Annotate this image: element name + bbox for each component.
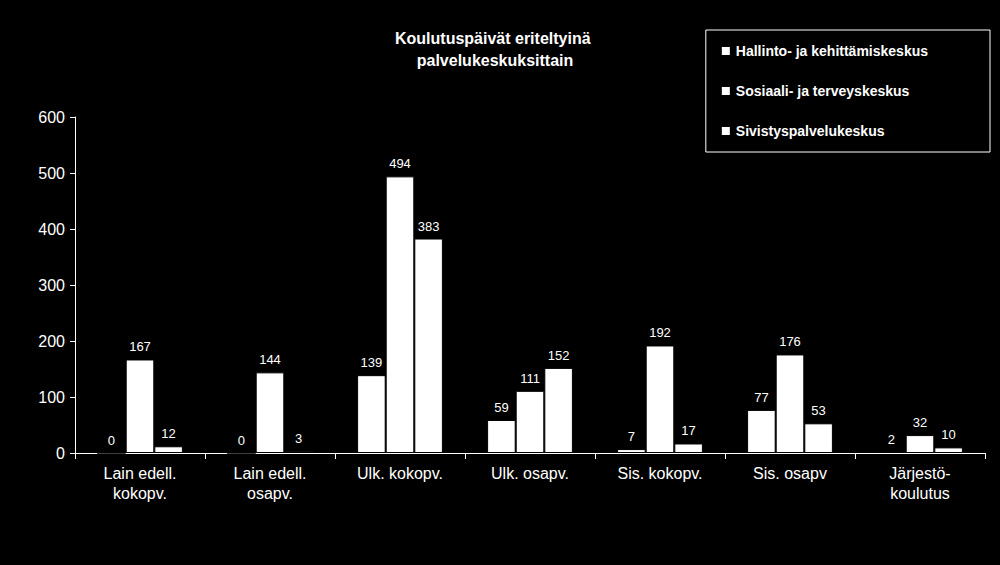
svg-text:77: 77	[754, 390, 768, 405]
svg-text:400: 400	[38, 221, 65, 238]
svg-text:kokopv.: kokopv.	[113, 485, 167, 502]
svg-text:Ulk. osapv.: Ulk. osapv.	[491, 465, 569, 482]
svg-text:7: 7	[628, 429, 635, 444]
svg-text:300: 300	[38, 277, 65, 294]
svg-text:100: 100	[38, 389, 65, 406]
svg-text:200: 200	[38, 333, 65, 350]
svg-text:Sosiaali- ja terveyskeskus: Sosiaali- ja terveyskeskus	[736, 83, 910, 99]
svg-text:0: 0	[56, 445, 65, 462]
svg-text:Sivistyspalvelukeskus: Sivistyspalvelukeskus	[736, 123, 885, 139]
svg-text:59: 59	[494, 400, 508, 415]
svg-text:3: 3	[295, 431, 302, 446]
svg-text:152: 152	[548, 348, 570, 363]
svg-text:167: 167	[129, 339, 151, 354]
svg-text:Lain edell.: Lain edell.	[104, 465, 177, 482]
svg-text:144: 144	[259, 352, 281, 367]
svg-text:139: 139	[361, 355, 383, 370]
svg-text:600: 600	[38, 109, 65, 126]
svg-text:111: 111	[520, 371, 540, 386]
svg-text:Sis. osapv: Sis. osapv	[753, 465, 827, 482]
svg-text:0: 0	[108, 433, 115, 448]
svg-text:osapv.: osapv.	[247, 485, 293, 502]
svg-text:Lain edell.: Lain edell.	[234, 465, 307, 482]
svg-text:494: 494	[389, 156, 411, 171]
svg-text:Järjestö-: Järjestö-	[889, 465, 950, 482]
svg-text:500: 500	[38, 165, 65, 182]
svg-text:koulutus: koulutus	[890, 485, 950, 502]
svg-text:12: 12	[161, 426, 175, 441]
svg-text:0: 0	[238, 433, 245, 448]
svg-text:53: 53	[811, 403, 825, 418]
svg-text:10: 10	[941, 427, 955, 442]
svg-text:176: 176	[779, 334, 801, 349]
svg-text:Sis. kokopv.: Sis. kokopv.	[617, 465, 702, 482]
svg-text:Hallinto- ja kehittämiskeskus: Hallinto- ja kehittämiskeskus	[736, 43, 928, 59]
svg-text:2: 2	[888, 432, 895, 447]
svg-text:Ulk. kokopv.: Ulk. kokopv.	[357, 465, 443, 482]
svg-text:192: 192	[649, 325, 671, 340]
svg-text:32: 32	[913, 415, 927, 430]
svg-text:Koulutuspäivät eriteltyinä: Koulutuspäivät eriteltyinä	[395, 30, 595, 47]
svg-text:17: 17	[681, 423, 695, 438]
svg-text:383: 383	[418, 219, 440, 234]
svg-text:palvelukeskuksittain: palvelukeskuksittain	[417, 52, 574, 69]
